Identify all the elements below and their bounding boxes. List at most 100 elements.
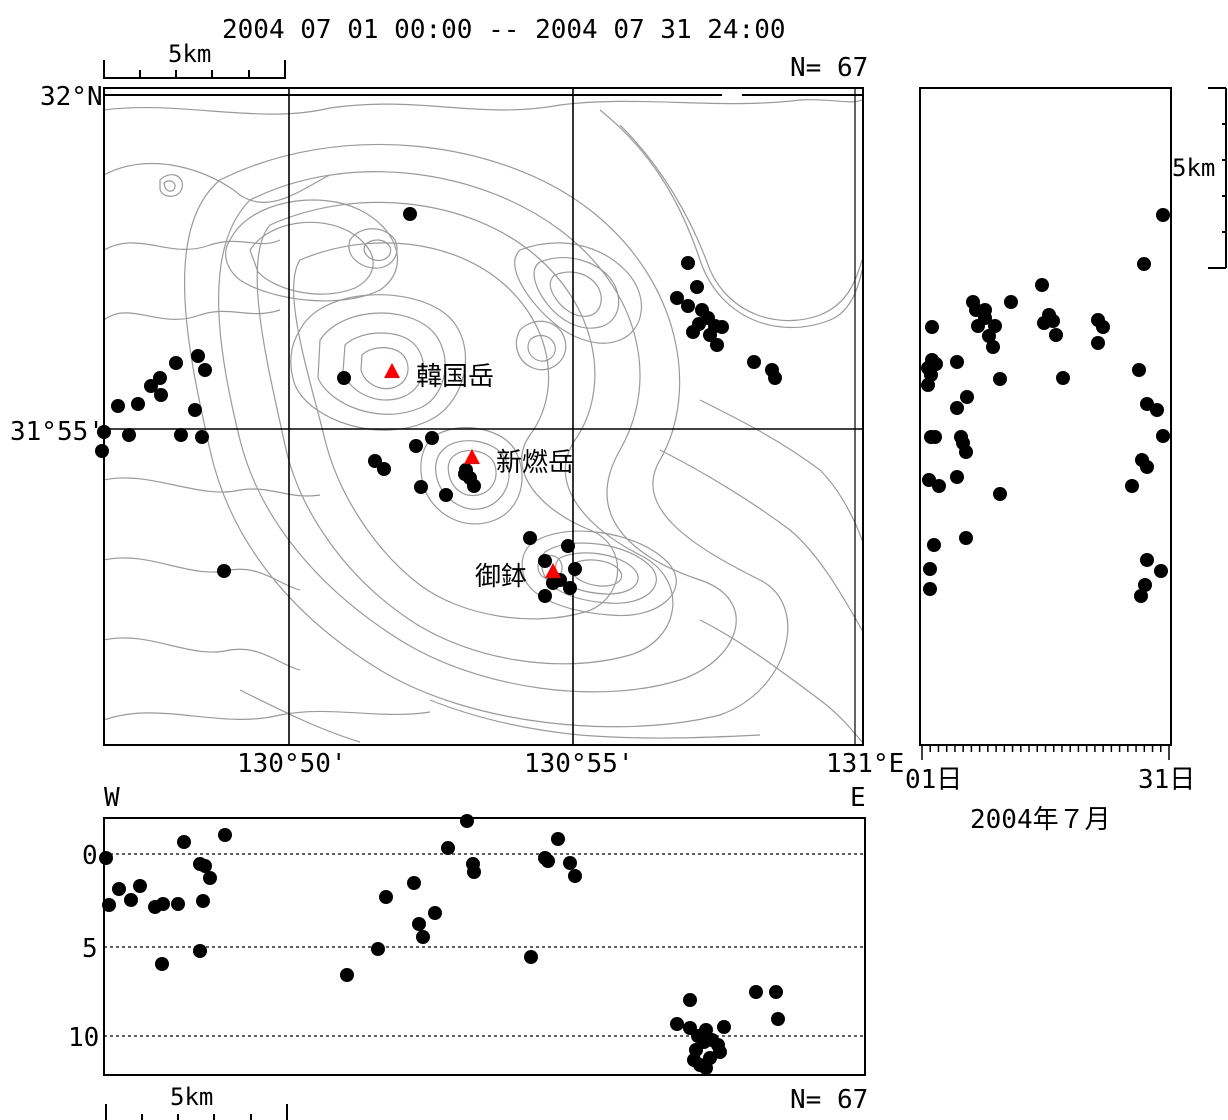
epicenter-dot xyxy=(538,589,552,603)
hypocenter-dot xyxy=(460,814,474,828)
time-event-dot xyxy=(1137,257,1151,271)
time-space-panel: 5km 01日 31日 2004年７月 xyxy=(905,87,1227,835)
time-event-dot xyxy=(927,538,941,552)
volcano-triangle-icon xyxy=(545,563,561,578)
epicenter-dot xyxy=(414,480,428,494)
hypocenter-dot xyxy=(99,851,113,865)
epicenter-dot xyxy=(670,291,684,305)
time-event-dot xyxy=(1138,578,1152,592)
depth-tick-10: 10 xyxy=(68,1023,99,1053)
epicenter-dot xyxy=(439,488,453,502)
volcano-triangle-icon xyxy=(464,449,480,464)
hypocenter-dot xyxy=(124,893,138,907)
epicenter-dot xyxy=(368,454,382,468)
epicenter-dot xyxy=(95,444,109,458)
hypocenter-dot xyxy=(193,944,207,958)
epicenter-dot xyxy=(703,328,717,342)
west-label: W xyxy=(104,783,120,813)
epicenter-dot xyxy=(169,356,183,370)
time-panel-frame xyxy=(919,87,1172,746)
time-event-dot xyxy=(960,390,974,404)
hypocenter-dot xyxy=(196,894,210,908)
lon-label-131: 131°E xyxy=(826,749,904,779)
epicenter-dot xyxy=(217,564,231,578)
epicenter-dot xyxy=(111,399,125,413)
epicenter-dot xyxy=(377,462,391,476)
time-event-dot xyxy=(986,340,1000,354)
time-event-dot xyxy=(932,479,946,493)
time-event-dot xyxy=(1004,295,1018,309)
section-scale-label: 5km xyxy=(170,1083,213,1111)
epicenter-dot xyxy=(568,562,582,576)
epicenter-dot xyxy=(747,355,761,369)
time-event-dot xyxy=(971,319,985,333)
epicenter-dot xyxy=(144,379,158,393)
time-event-dot xyxy=(1035,278,1049,292)
time-event-dot xyxy=(1096,320,1110,334)
time-event-dot xyxy=(1125,479,1139,493)
epicenter-dot xyxy=(715,320,729,334)
hypocenter-dot xyxy=(203,871,217,885)
hypocenter-dot xyxy=(524,950,538,964)
hypocenter-dot xyxy=(340,968,354,982)
epicenter-dot xyxy=(458,467,472,481)
map-frame xyxy=(103,87,864,746)
hypocenter-dot xyxy=(112,882,126,896)
map-scale-bar: 5km xyxy=(103,40,286,79)
depth-cross-section: W E 0 5 10 5km N= 67 xyxy=(68,783,868,1120)
epicenter-dot xyxy=(409,439,423,453)
lon-label-13050: 130°50' xyxy=(237,749,347,779)
time-event-markers xyxy=(921,208,1170,603)
epicenter-dot xyxy=(198,363,212,377)
epicenter-dot xyxy=(188,403,202,417)
epicenter-dot xyxy=(681,256,695,270)
time-event-dot xyxy=(1154,564,1168,578)
hypocenter-dot xyxy=(133,879,147,893)
map-event-count: N= 67 xyxy=(790,53,868,83)
time-event-dot xyxy=(959,531,973,545)
depth-tick-0: 0 xyxy=(82,841,98,871)
start-day-label: 01日 xyxy=(905,765,962,795)
hypocenter-dot xyxy=(156,897,170,911)
map-graticule xyxy=(104,88,862,745)
time-event-dot xyxy=(993,487,1007,501)
hypocenter-dot xyxy=(102,898,116,912)
hypocenter-dot xyxy=(711,1038,725,1052)
end-day-label: 31日 xyxy=(1138,765,1195,795)
hypocenter-dot xyxy=(407,876,421,890)
hypocenter-dot xyxy=(551,832,565,846)
hypocenter-dot xyxy=(749,985,763,999)
time-event-dot xyxy=(1134,589,1148,603)
map-scale-label: 5km xyxy=(168,40,211,68)
depth-tick-5: 5 xyxy=(82,934,98,964)
volcano-triangle-icon xyxy=(384,363,400,378)
time-event-dot xyxy=(1056,371,1070,385)
epicenter-dot xyxy=(690,280,704,294)
hypocenter-dot xyxy=(683,993,697,1007)
hypocenter-dot xyxy=(717,1020,731,1034)
epicenter-dot xyxy=(174,428,188,442)
epicenter-dot xyxy=(710,338,724,352)
lat-label-3155: 31°55' xyxy=(10,417,104,447)
epicenter-dot xyxy=(681,299,695,313)
hypocenter-dot xyxy=(171,897,185,911)
topographic-contours xyxy=(103,99,863,743)
hypocenter-dot xyxy=(771,1012,785,1026)
hypocenter-dot xyxy=(412,917,426,931)
epicenter-dot xyxy=(191,349,205,363)
month-label: 2004年７月 xyxy=(970,805,1111,835)
epicenter-dot xyxy=(538,554,552,568)
hypocenter-dot xyxy=(467,865,481,879)
hypocenter-dot xyxy=(441,841,455,855)
time-event-dot xyxy=(925,320,939,334)
section-event-count: N= 67 xyxy=(790,1085,868,1115)
epicenter-dot xyxy=(122,428,136,442)
epicenter-dot xyxy=(403,207,417,221)
time-event-dot xyxy=(1037,316,1051,330)
day-ticks xyxy=(921,745,1170,760)
hypocenter-dot xyxy=(177,835,191,849)
volcano-name: 新燃岳 xyxy=(496,448,574,478)
lat-label-32: 32°N xyxy=(40,82,103,112)
